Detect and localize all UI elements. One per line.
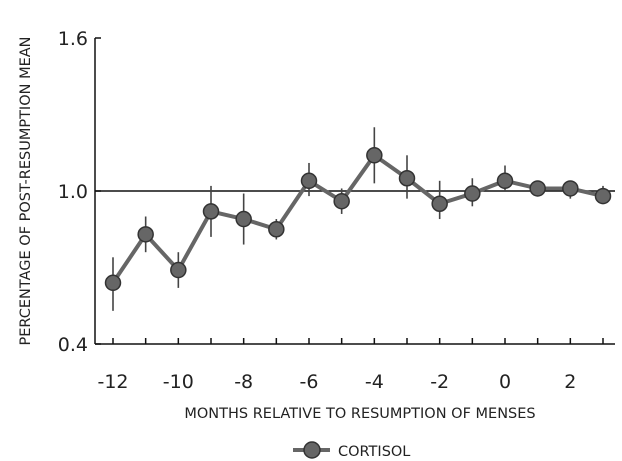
- data-point: [594, 187, 612, 205]
- x-tick-label: -8: [234, 371, 253, 393]
- y-axis-title: PERCENTAGE OF POST-RESUMPTION MEAN: [18, 36, 34, 345]
- cortisol-points: [104, 147, 612, 292]
- legend-label: CORTISOL: [338, 444, 410, 460]
- data-point: [529, 180, 546, 197]
- x-ticks: [112, 338, 604, 344]
- x-tick-label: -12: [97, 371, 128, 393]
- x-tick-label: -2: [430, 371, 449, 393]
- legend: CORTISOL: [293, 441, 410, 460]
- data-point: [268, 221, 285, 238]
- data-point: [562, 180, 579, 197]
- data-point: [366, 147, 383, 164]
- y-tick-label: 1.0: [58, 181, 88, 203]
- data-point: [170, 261, 187, 279]
- data-point: [464, 185, 481, 202]
- data-point: [496, 172, 514, 190]
- x-tick-label: 2: [564, 371, 576, 393]
- x-tick-label: 0: [499, 371, 511, 393]
- x-axis-title: MONTHS RELATIVE TO RESUMPTION OF MENSES: [184, 406, 535, 422]
- x-tick-label: -4: [365, 371, 384, 393]
- legend-marker: [303, 441, 321, 459]
- x-tick-label: -6: [300, 371, 319, 393]
- y-tick-label: 0.4: [58, 334, 88, 356]
- y-tick-labels: 0.4 1.0 1.6: [58, 28, 88, 356]
- y-tick-label: 1.6: [58, 28, 88, 50]
- data-point: [235, 210, 252, 228]
- data-point: [202, 203, 220, 220]
- data-point: [104, 274, 122, 292]
- data-point: [300, 172, 318, 190]
- x-tick-label: -10: [163, 371, 194, 393]
- data-point: [333, 192, 350, 210]
- x-tick-labels: -12 -10 -8 -6 -4 -2 0 2: [97, 371, 576, 393]
- cortisol-line: [111, 153, 604, 284]
- data-point: [431, 195, 448, 212]
- data-point: [398, 170, 416, 187]
- error-bars: [112, 127, 604, 311]
- data-point: [137, 226, 154, 243]
